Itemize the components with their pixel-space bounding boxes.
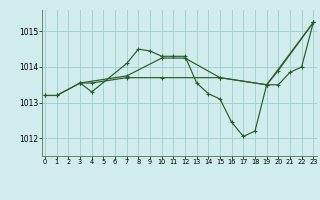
Text: Graphe pression niveau de la mer (hPa): Graphe pression niveau de la mer (hPa): [60, 183, 260, 192]
